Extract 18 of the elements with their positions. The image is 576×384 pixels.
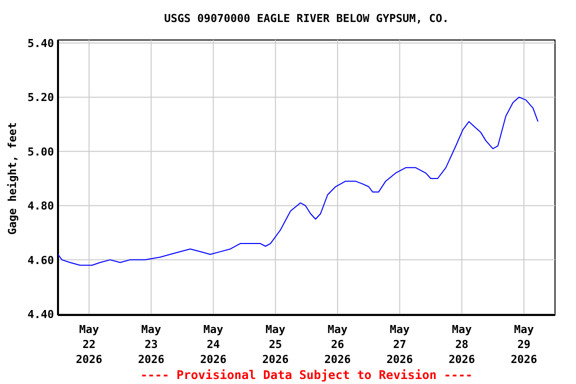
y-tick-label: 4.40 (28, 308, 54, 321)
x-tick-label: May 27 2026 (386, 323, 414, 366)
x-tick-label: May 23 2026 (138, 323, 165, 366)
y-tick-label: 5.00 (28, 145, 54, 158)
x-tick-label: May 24 2026 (200, 323, 227, 366)
x-tick-label: May 25 2026 (262, 323, 290, 366)
y-axis-title: Gage height, feet (6, 122, 19, 235)
x-tick-label: May 28 2026 (448, 323, 476, 366)
x-tick-label: May 26 2026 (324, 323, 352, 366)
x-tick-label: May 29 2026 (510, 323, 538, 366)
text: ---- Provisional Data Subject to Revision ---- (140, 368, 473, 382)
chart-title: USGS 09070000 EAGLE RIVER BELOW GYPSUM, CO. (164, 12, 449, 25)
y-tick-label: 5.40 (28, 37, 54, 50)
y-tick-label: 5.20 (28, 91, 54, 104)
y-tick-label: 4.80 (28, 200, 54, 213)
line-series (58, 96, 538, 266)
y-tick-label: 4.60 (28, 254, 54, 267)
x-tick-label: May 22 2026 (76, 323, 103, 366)
